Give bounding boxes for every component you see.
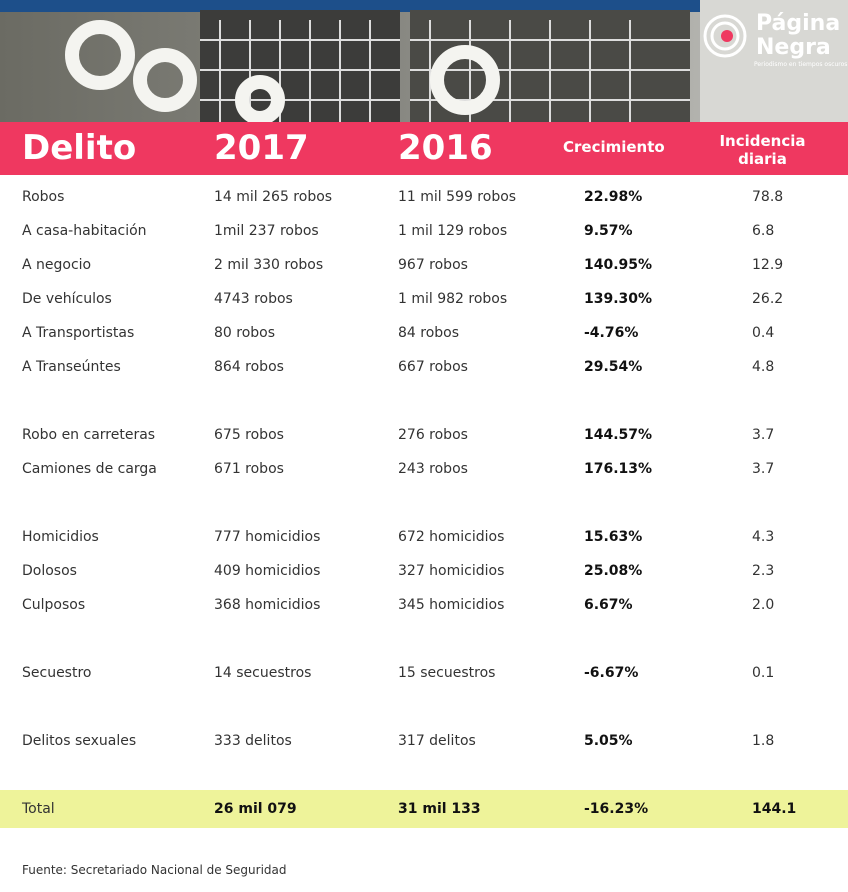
cell: 139.30% — [584, 291, 653, 307]
cell: Robo en carreteras — [22, 427, 156, 443]
cell: 1mil 237 robos — [214, 223, 319, 239]
table-header — [0, 122, 848, 175]
cell: 15 secuestros — [398, 665, 496, 681]
cell: 2 mil 330 robos — [214, 257, 324, 273]
cell: 6.67% — [584, 597, 633, 613]
cell: 777 homicidios — [214, 529, 321, 545]
cell: 11 mil 599 robos — [398, 189, 517, 205]
cell: Delitos sexuales — [22, 733, 137, 749]
cell: Robos — [22, 189, 65, 205]
cell: 276 robos — [398, 427, 468, 443]
cell: 368 homicidios — [214, 597, 321, 613]
cell: -4.76% — [584, 325, 639, 341]
cell: 3.7 — [752, 461, 775, 477]
cell: 0.1 — [752, 665, 775, 681]
cell: 327 homicidios — [398, 563, 505, 579]
cell: 967 robos — [398, 257, 468, 273]
column-header: Incidencia diaria — [719, 132, 806, 168]
cell: 12.9 — [752, 257, 784, 273]
cell: A Transportistas — [22, 325, 135, 341]
cell: 29.54% — [584, 359, 643, 375]
cell: 140.95% — [584, 257, 653, 273]
cell: 6.8 — [752, 223, 775, 239]
cell: 345 homicidios — [398, 597, 505, 613]
column-header: Crecimiento — [563, 138, 665, 156]
total-cell: -16.23% — [584, 801, 649, 817]
column-header: 2017 — [214, 128, 309, 168]
cell: Culposos — [22, 597, 86, 613]
cell: 1.8 — [752, 733, 775, 749]
cell: Homicidios — [22, 529, 99, 545]
cell: A casa-habitación — [22, 223, 147, 239]
logo-tagline: Periodismo en tiempos oscuros — [754, 61, 848, 68]
cell: Secuestro — [22, 665, 92, 681]
logo-icon — [703, 14, 747, 58]
column-header: Delito — [22, 128, 137, 168]
column-header: 2016 — [398, 128, 493, 168]
total-cell: Total — [22, 801, 55, 817]
cell: 26.2 — [752, 291, 784, 307]
total-band — [0, 790, 848, 828]
cell: 144.57% — [584, 427, 653, 443]
cell: 84 robos — [398, 325, 460, 341]
cell: 2.3 — [752, 563, 775, 579]
cell: 5.05% — [584, 733, 633, 749]
cell: Dolosos — [22, 563, 77, 579]
cell: 409 homicidios — [214, 563, 321, 579]
cell: 675 robos — [214, 427, 284, 443]
total-cell: 31 mil 133 — [398, 801, 481, 817]
cell: 672 homicidios — [398, 529, 505, 545]
cell: 78.8 — [752, 189, 784, 205]
cell: 671 robos — [214, 461, 284, 477]
cell: 14 secuestros — [214, 665, 312, 681]
cell: 3.7 — [752, 427, 775, 443]
cell: 667 robos — [398, 359, 468, 375]
logo-name: Página Negra — [756, 12, 840, 60]
logo-bottom: Negra — [756, 35, 831, 60]
cell: Camiones de carga — [22, 461, 157, 477]
cell: 243 robos — [398, 461, 468, 477]
source: Fuente: Secretariado Nacional de Segurid… — [22, 863, 287, 877]
cell: 9.57% — [584, 223, 633, 239]
total-cell: 144.1 — [752, 801, 797, 817]
cell: 176.13% — [584, 461, 653, 477]
cell: 25.08% — [584, 563, 643, 579]
cell: 317 delitos — [398, 733, 476, 749]
cell: 80 robos — [214, 325, 276, 341]
cell: 15.63% — [584, 529, 643, 545]
cell: 14 mil 265 robos — [214, 189, 333, 205]
cell: 333 delitos — [214, 733, 292, 749]
photo — [0, 0, 848, 122]
logo-top: Página — [756, 11, 841, 36]
cell: A Transeúntes — [22, 359, 121, 375]
cell: 864 robos — [214, 359, 284, 375]
cell: 4.3 — [752, 529, 775, 545]
cell: De vehículos — [22, 291, 112, 307]
cell: 2.0 — [752, 597, 775, 613]
cell: 1 mil 982 robos — [398, 291, 508, 307]
cell: -6.67% — [584, 665, 639, 681]
cell: 1 mil 129 robos — [398, 223, 508, 239]
cell: 22.98% — [584, 189, 643, 205]
cell: 4.8 — [752, 359, 775, 375]
total-cell: 26 mil 079 — [214, 801, 297, 817]
cell: 4743 robos — [214, 291, 293, 307]
cell: A negocio — [22, 257, 92, 273]
cell: 0.4 — [752, 325, 775, 341]
